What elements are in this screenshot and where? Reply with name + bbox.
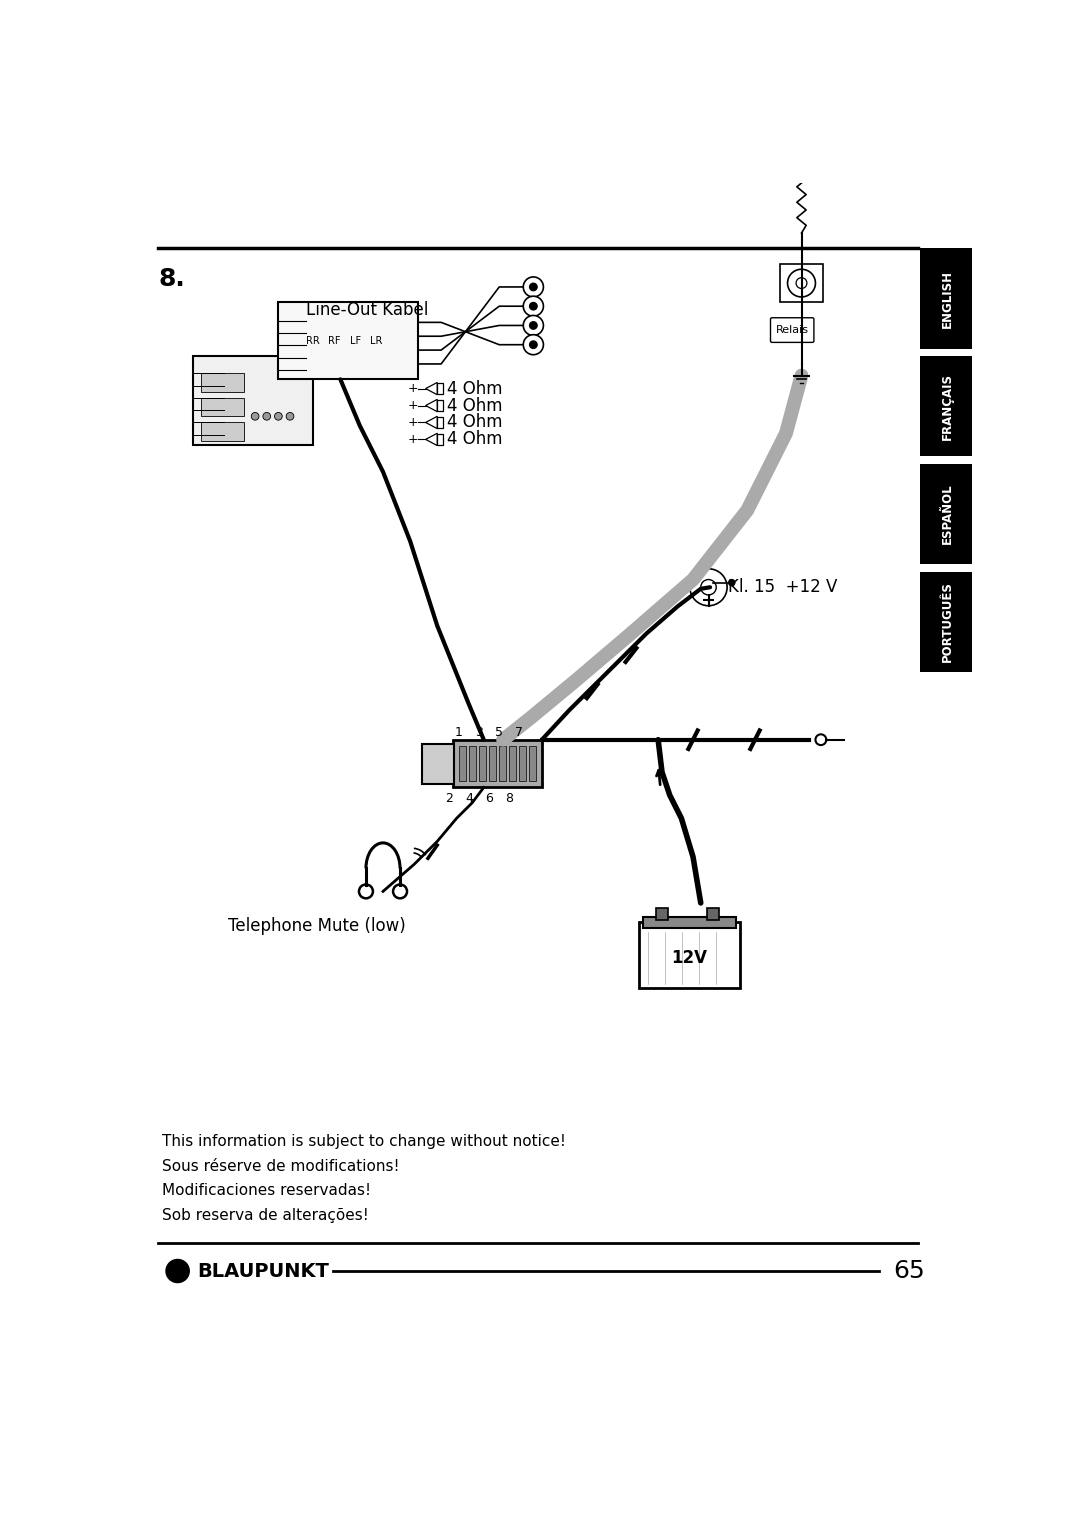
Text: Kl. 15  +12 V: Kl. 15 +12 V [728,578,837,596]
Bar [643,917,735,927]
Circle shape [787,270,815,297]
Text: LR: LR [369,336,382,346]
Text: +: + [408,383,418,395]
Circle shape [729,580,734,586]
Circle shape [524,334,543,355]
Circle shape [166,1260,189,1283]
Text: 1: 1 [455,726,463,738]
Bar [519,746,526,781]
Text: 4 Ohm: 4 Ohm [446,396,502,415]
Bar [638,923,740,988]
Bar [201,398,243,416]
Text: 12V: 12V [671,950,707,967]
Bar [422,744,455,784]
Circle shape [524,278,543,297]
Circle shape [359,884,373,898]
Text: RR: RR [307,336,320,346]
Text: ENGLISH: ENGLISH [941,270,954,328]
Text: RF: RF [328,336,340,346]
Bar [437,400,443,410]
Bar [437,416,443,429]
Text: 8.: 8. [159,267,185,291]
Bar [529,746,537,781]
Text: PORTUGUÊS: PORTUGUÊS [941,581,954,662]
Bar [201,422,243,441]
Bar [656,907,669,920]
Circle shape [529,302,537,310]
Circle shape [701,580,716,595]
Circle shape [815,735,826,746]
Text: LF: LF [350,336,361,346]
FancyBboxPatch shape [770,317,814,343]
Text: Sous réserve de modifications!: Sous réserve de modifications! [162,1159,400,1174]
Bar [510,746,516,781]
Text: +: + [408,416,418,429]
Text: 2: 2 [445,791,453,805]
Text: 4: 4 [465,791,473,805]
Circle shape [529,322,537,329]
Text: 4 Ohm: 4 Ohm [446,430,502,448]
Bar [279,302,418,380]
Bar [193,357,313,445]
Circle shape [524,296,543,316]
Bar [469,746,476,781]
Text: This information is subject to change without notice!: This information is subject to change wi… [162,1135,566,1150]
Text: +: + [408,400,418,412]
Bar [489,746,496,781]
Bar [201,374,243,392]
Bar [920,572,974,673]
Text: 4 Ohm: 4 Ohm [446,413,502,432]
Circle shape [274,412,282,421]
Bar [780,264,823,302]
Text: 4 Ohm: 4 Ohm [446,380,502,398]
Bar [437,383,443,393]
Bar [453,740,542,787]
Bar [920,464,974,564]
Circle shape [529,342,537,349]
Bar [920,249,974,349]
Text: ESPAÑOL: ESPAÑOL [941,483,954,544]
Text: 3: 3 [475,726,483,738]
Bar [437,435,443,445]
Text: BLAUPUNKT: BLAUPUNKT [197,1261,329,1281]
Text: 7: 7 [515,726,524,738]
Circle shape [796,278,807,288]
Circle shape [393,884,407,898]
Bar [499,746,507,781]
Text: Sob reserva de alterações!: Sob reserva de alterações! [162,1208,369,1223]
Text: FRANÇAIS: FRANÇAIS [941,372,954,439]
Text: 6: 6 [485,791,494,805]
Text: Telephone Mute (low): Telephone Mute (low) [228,917,406,935]
Text: Relais: Relais [775,325,809,336]
Text: 5: 5 [496,726,503,738]
Text: Line-Out Kabel: Line-Out Kabel [306,300,428,319]
Text: +: + [408,433,418,445]
Circle shape [262,412,271,421]
Bar [459,746,465,781]
Bar [920,357,974,456]
Bar [707,907,719,920]
Text: Modificaciones reservadas!: Modificaciones reservadas! [162,1183,372,1199]
Circle shape [286,412,294,421]
Bar [480,746,486,781]
Text: 8: 8 [505,791,513,805]
Circle shape [252,412,259,421]
Circle shape [524,316,543,336]
Circle shape [529,284,537,291]
Circle shape [690,569,727,605]
Text: 65: 65 [893,1260,924,1283]
